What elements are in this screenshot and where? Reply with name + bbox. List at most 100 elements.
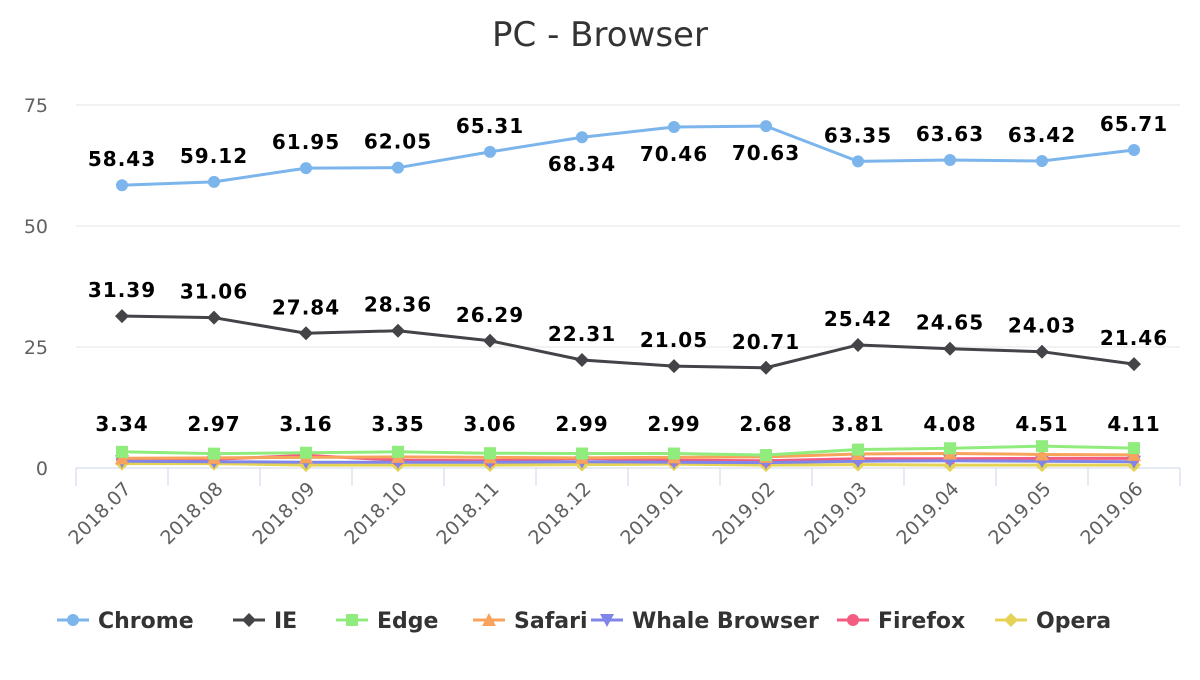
legend-label: IE <box>274 609 297 634</box>
data-label: 3.35 <box>371 412 424 436</box>
data-point[interactable] <box>207 310 221 325</box>
data-point[interactable] <box>1128 442 1140 455</box>
data-point[interactable] <box>1127 447 1141 461</box>
x-tick-label: 2018.07 <box>64 478 135 549</box>
data-point[interactable] <box>391 323 405 338</box>
data-label: 4.51 <box>1015 412 1068 436</box>
data-point[interactable] <box>1036 440 1048 453</box>
data-point[interactable] <box>392 445 404 458</box>
data-label: 24.03 <box>1008 314 1076 338</box>
x-tick-label: 2019.04 <box>892 478 963 549</box>
data-point[interactable] <box>1035 344 1049 359</box>
legend-marker <box>847 614 859 626</box>
data-point[interactable] <box>483 333 497 348</box>
data-point[interactable] <box>1128 143 1140 156</box>
legend-marker <box>67 614 79 626</box>
data-point[interactable] <box>1035 447 1049 461</box>
data-point[interactable] <box>1036 155 1048 168</box>
legend-item-edge[interactable]: Edge <box>336 609 438 634</box>
data-label: 2.99 <box>555 412 608 436</box>
y-tick-label: 25 <box>24 337 48 359</box>
x-tick-label: 2018.12 <box>524 478 595 549</box>
x-tick-label: 2019.01 <box>616 478 687 549</box>
x-tick-label: 2019.02 <box>708 478 779 549</box>
data-point[interactable] <box>668 447 680 460</box>
data-point[interactable] <box>667 359 681 374</box>
data-point[interactable] <box>575 353 589 368</box>
legend-marker <box>482 613 496 626</box>
x-tick-label: 2018.08 <box>156 478 227 549</box>
legend-marker <box>600 614 614 627</box>
legend-item-firefox[interactable]: Firefox <box>837 609 965 634</box>
data-point[interactable] <box>576 447 588 460</box>
grid: 0 25 50 75 <box>24 95 1180 480</box>
data-label: 59.12 <box>180 144 248 168</box>
data-point[interactable] <box>484 145 496 158</box>
data-point[interactable] <box>852 155 864 168</box>
data-label: 70.63 <box>732 141 800 165</box>
series-chrome <box>116 120 1140 192</box>
x-tick-label: 2018.09 <box>248 478 319 549</box>
data-point[interactable] <box>484 447 496 460</box>
legend-item-safari[interactable]: Safari <box>473 609 588 634</box>
data-point[interactable] <box>944 154 956 167</box>
data-point[interactable] <box>760 120 772 133</box>
data-label: 20.71 <box>732 330 800 354</box>
legend-item-chrome[interactable]: Chrome <box>57 609 194 634</box>
legend-label: Chrome <box>98 609 194 634</box>
data-point[interactable] <box>851 337 865 352</box>
data-label: 3.16 <box>279 412 332 436</box>
legend-item-ie[interactable]: IE <box>233 609 297 634</box>
data-label: 58.43 <box>88 147 156 171</box>
series-line <box>121 124 1135 187</box>
axes: 2018.07 2018.08 2018.09 2018.10 2018.11 2018.… <box>64 467 1181 549</box>
series-line <box>121 451 1135 460</box>
legend-label: Firefox <box>878 609 965 634</box>
legend-item-whale-browser[interactable]: Whale Browser <box>591 609 819 634</box>
data-point[interactable] <box>300 162 312 175</box>
data-point[interactable] <box>300 446 312 459</box>
data-point[interactable] <box>668 120 680 133</box>
legend-label: Edge <box>377 609 438 634</box>
data-labels: 58.43 59.12 61.95 62.05 65.31 68.34 70.46 70.63… <box>88 112 1167 436</box>
data-point[interactable] <box>852 443 864 456</box>
series-line <box>121 314 1135 370</box>
y-tick-label: 50 <box>24 216 48 238</box>
data-label: 2.97 <box>187 412 240 436</box>
data-point[interactable] <box>759 360 773 375</box>
data-point[interactable] <box>299 326 313 341</box>
data-label: 63.63 <box>916 122 984 146</box>
data-point[interactable] <box>116 445 128 458</box>
data-point[interactable] <box>1127 357 1141 372</box>
x-tick-label: 2019.06 <box>1076 478 1147 549</box>
data-label: 21.05 <box>640 328 708 352</box>
data-point[interactable] <box>760 449 772 462</box>
legend-item-opera[interactable]: Opera <box>995 609 1111 634</box>
data-point[interactable] <box>208 447 220 460</box>
data-label: 4.11 <box>1107 412 1160 436</box>
data-point[interactable] <box>116 179 128 192</box>
legend-label: Whale Browser <box>632 609 819 634</box>
data-label: 2.68 <box>739 412 792 436</box>
data-point[interactable] <box>944 442 956 455</box>
data-label: 62.05 <box>364 130 432 154</box>
data-point[interactable] <box>115 309 129 324</box>
data-point[interactable] <box>208 175 220 188</box>
legend-marker <box>346 614 358 626</box>
series-line <box>121 444 1135 457</box>
data-label: 70.46 <box>640 142 708 166</box>
data-point[interactable] <box>392 161 404 174</box>
legend[interactable]: Chrome IE Edge Safari Whale Browser Firefox Op… <box>57 609 1111 634</box>
data-label: 68.34 <box>548 152 616 176</box>
data-point[interactable] <box>943 341 957 356</box>
series-line <box>121 459 1135 465</box>
legend-marker <box>1004 613 1018 627</box>
data-point[interactable] <box>576 131 588 144</box>
x-tick-label: 2018.10 <box>340 478 411 549</box>
data-label: 26.29 <box>456 303 524 327</box>
legend-marker <box>242 613 256 627</box>
data-label: 25.42 <box>824 307 892 331</box>
data-label: 63.42 <box>1008 123 1076 147</box>
